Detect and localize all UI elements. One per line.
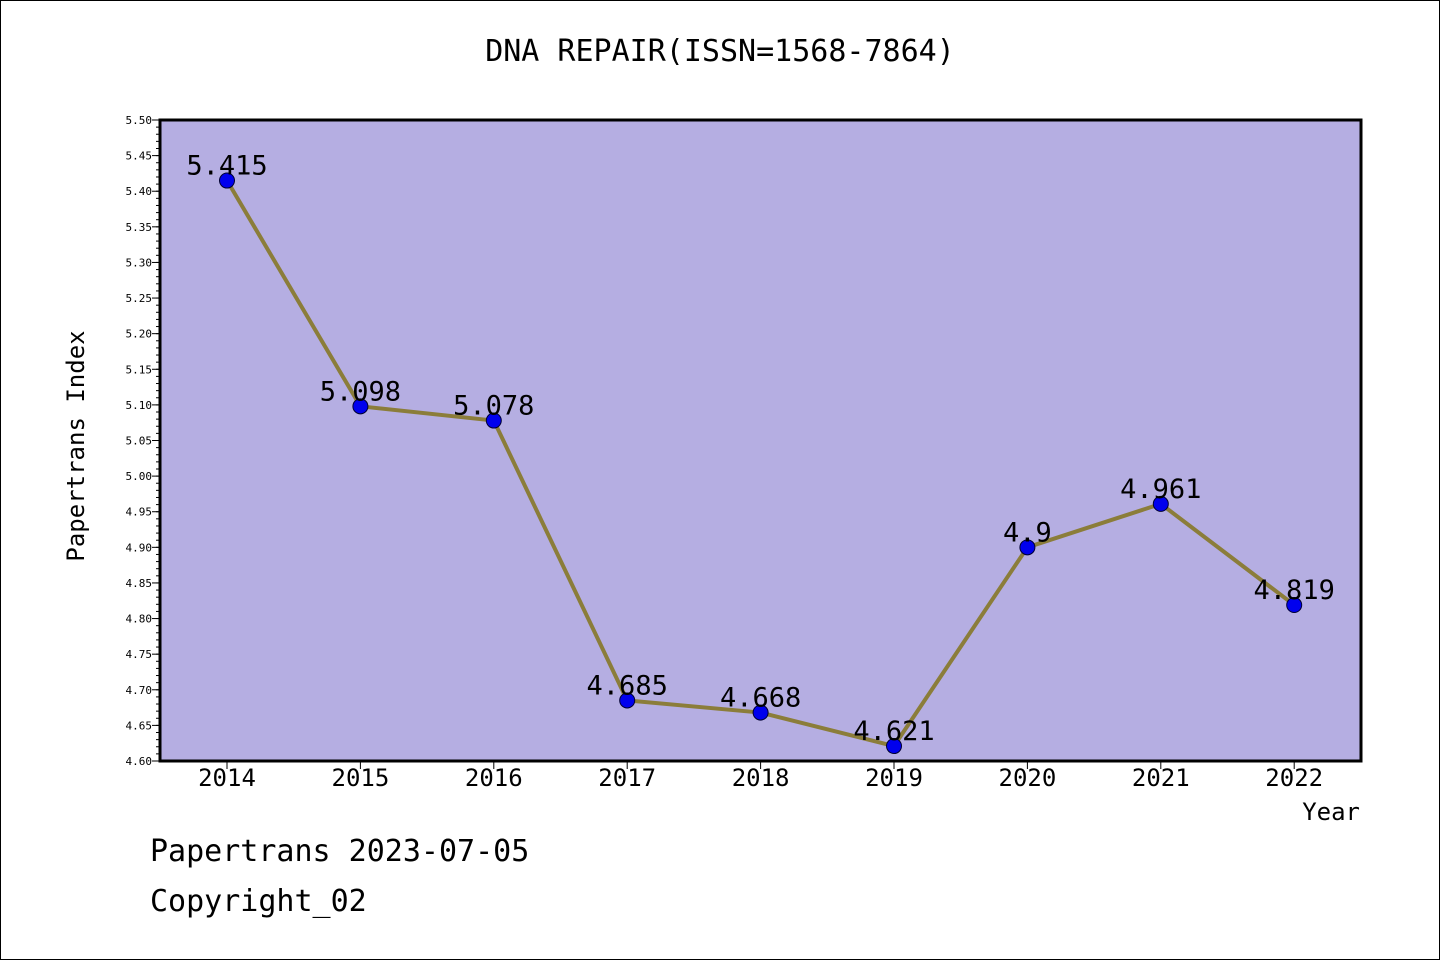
x-tick-label: 2019: [865, 764, 923, 792]
y-tick-label: 5.35: [126, 221, 153, 234]
data-point: [1019, 539, 1036, 556]
y-tick-label: 4.85: [126, 577, 153, 590]
data-point: [619, 692, 636, 709]
footer-date: Papertrans 2023-07-05: [150, 834, 530, 869]
y-tick-label: 4.90: [126, 541, 153, 554]
y-axis-label: Papertrans Index: [62, 330, 90, 561]
y-tick-label: 5.00: [126, 470, 153, 483]
y-tick-label: 5.05: [126, 435, 153, 448]
x-tick-label: 2014: [198, 764, 256, 792]
x-tick-label: 2016: [465, 764, 523, 792]
chart-title: DNA REPAIR(ISSN=1568-7864): [485, 34, 955, 69]
x-tick-label: 2018: [732, 764, 790, 792]
y-tick-label: 5.15: [126, 363, 153, 376]
y-tick-label: 4.80: [126, 613, 153, 626]
data-label: 4.621: [853, 716, 934, 747]
plot-border: [158, 118, 1363, 763]
data-label: 4.9: [1003, 517, 1052, 548]
x-tick-label: 2022: [1265, 764, 1323, 792]
data-label: 4.685: [587, 670, 668, 701]
y-tick-label: 4.95: [126, 506, 153, 519]
data-point: [752, 704, 769, 721]
data-point: [219, 172, 235, 189]
x-tick-label: 2020: [999, 764, 1057, 792]
data-label: 4.819: [1254, 575, 1335, 606]
y-tick-label: 5.45: [126, 150, 153, 163]
data-label: 4.961: [1120, 474, 1201, 505]
y-tick-label: 5.10: [126, 399, 153, 412]
y-tick-label: 5.40: [126, 185, 153, 198]
y-tick-label: 4.65: [126, 719, 153, 732]
y-tick-label: 5.25: [126, 292, 153, 305]
x-tick-label: 2017: [598, 764, 656, 792]
x-axis-label: Year: [1302, 798, 1360, 826]
x-tick-label: 2021: [1132, 764, 1190, 792]
data-point: [1152, 495, 1169, 512]
data-point: [485, 412, 502, 429]
data-label: 5.415: [186, 151, 267, 182]
y-tick-label: 4.75: [126, 648, 153, 661]
y-tick-label: 4.60: [126, 755, 153, 768]
data-point: [886, 738, 902, 755]
data-label: 5.098: [320, 376, 401, 407]
footer-copyright: Copyright_02: [150, 884, 367, 919]
data-point: [1286, 597, 1303, 614]
y-tick-label: 4.70: [126, 684, 153, 697]
y-tick-label: 5.50: [126, 114, 153, 127]
y-tick-label: 5.30: [126, 256, 153, 269]
x-tick-label: 2015: [332, 764, 390, 792]
y-tick-label: 5.20: [126, 328, 153, 341]
data-label: 5.078: [453, 391, 534, 422]
data-label: 4.668: [720, 683, 801, 714]
data-point: [352, 398, 369, 415]
plot-area: [160, 120, 1361, 761]
